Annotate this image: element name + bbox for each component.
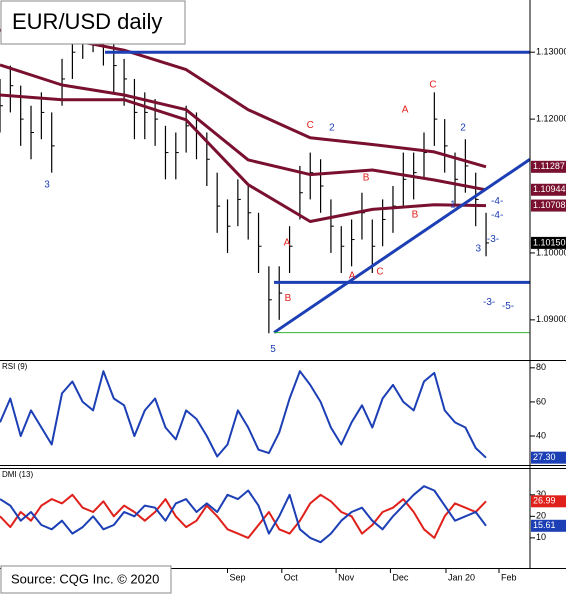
annotation: -4- xyxy=(491,196,503,207)
panel xyxy=(0,370,487,459)
annotation: -5- xyxy=(502,301,514,312)
series-line xyxy=(0,485,487,544)
value-box-label: 26.99 xyxy=(533,496,556,506)
panel-label: DMI (13) xyxy=(2,470,33,479)
annotation: -4- xyxy=(491,210,503,221)
annotation: 5 xyxy=(270,344,276,355)
annotation: 3 xyxy=(476,244,482,255)
annotation: -3- xyxy=(483,297,495,308)
annotation: A xyxy=(284,238,291,249)
y-tick-label: 40 xyxy=(536,430,546,440)
value-box-label: 1.10708 xyxy=(533,200,566,210)
value-box xyxy=(531,183,566,196)
annotation: C xyxy=(307,120,314,131)
title-box xyxy=(0,0,186,45)
annotation: 1 xyxy=(450,199,456,210)
y-tick-label: 20 xyxy=(536,511,546,521)
x-tick-label: Oct xyxy=(284,572,299,582)
annotation: A xyxy=(402,104,409,115)
series-line xyxy=(0,370,487,459)
x-tick-label: Sep xyxy=(230,572,246,582)
value-box xyxy=(531,199,566,212)
value-box-label: 27.30 xyxy=(533,452,556,462)
y-tick-label: 30 xyxy=(536,489,546,499)
x-tick-label: Feb xyxy=(501,572,517,582)
x-tick-label: Dec xyxy=(392,572,409,582)
annotation: B xyxy=(285,293,292,304)
value-box xyxy=(531,519,566,532)
annotation: C xyxy=(429,80,436,91)
annotation: -3- xyxy=(487,234,499,245)
value-box xyxy=(531,451,566,464)
source-box xyxy=(0,565,172,594)
annotation: B xyxy=(412,209,419,220)
chart-title: EUR/USD daily xyxy=(12,9,162,34)
annotation: B xyxy=(363,173,370,184)
moving-average xyxy=(0,93,487,223)
y-tick-label: 1.10000 xyxy=(536,247,566,257)
series-line xyxy=(0,493,487,539)
y-tick-label: 60 xyxy=(536,396,546,406)
x-tick-label: Nov xyxy=(338,572,355,582)
y-tick-label: 80 xyxy=(536,362,546,372)
value-box xyxy=(531,495,566,508)
annotation: A xyxy=(349,270,356,281)
y-tick-label: 1.09000 xyxy=(536,314,566,324)
panel xyxy=(0,485,487,544)
value-box xyxy=(531,160,566,173)
annotation: 2 xyxy=(460,122,466,133)
annotation: 3 xyxy=(44,179,50,190)
annotation: C xyxy=(376,266,383,277)
value-box-label: 1.10150 xyxy=(533,237,566,247)
value-box-label: 15.61 xyxy=(533,520,556,530)
y-tick-label: 1.12000 xyxy=(536,113,566,123)
value-box xyxy=(531,236,566,249)
y-tick-label: 1.13000 xyxy=(536,47,566,57)
value-box-label: 1.11287 xyxy=(533,161,565,171)
moving-average xyxy=(0,63,487,192)
source: Source: CQG Inc. © 2020 xyxy=(11,571,159,586)
y-tick-label: 10 xyxy=(536,532,546,542)
value-box-label: 1.10944 xyxy=(533,184,566,194)
x-tick-label: Jan 20 xyxy=(448,572,475,582)
trend-line xyxy=(273,158,530,334)
plot-layer: 1.13000 1.12000 1.10000 1.09000 3 5 A B C 2 A B C A B C… xyxy=(0,5,566,582)
annotation: 2 xyxy=(329,122,335,133)
panel-label: RSI (9) xyxy=(2,362,28,371)
